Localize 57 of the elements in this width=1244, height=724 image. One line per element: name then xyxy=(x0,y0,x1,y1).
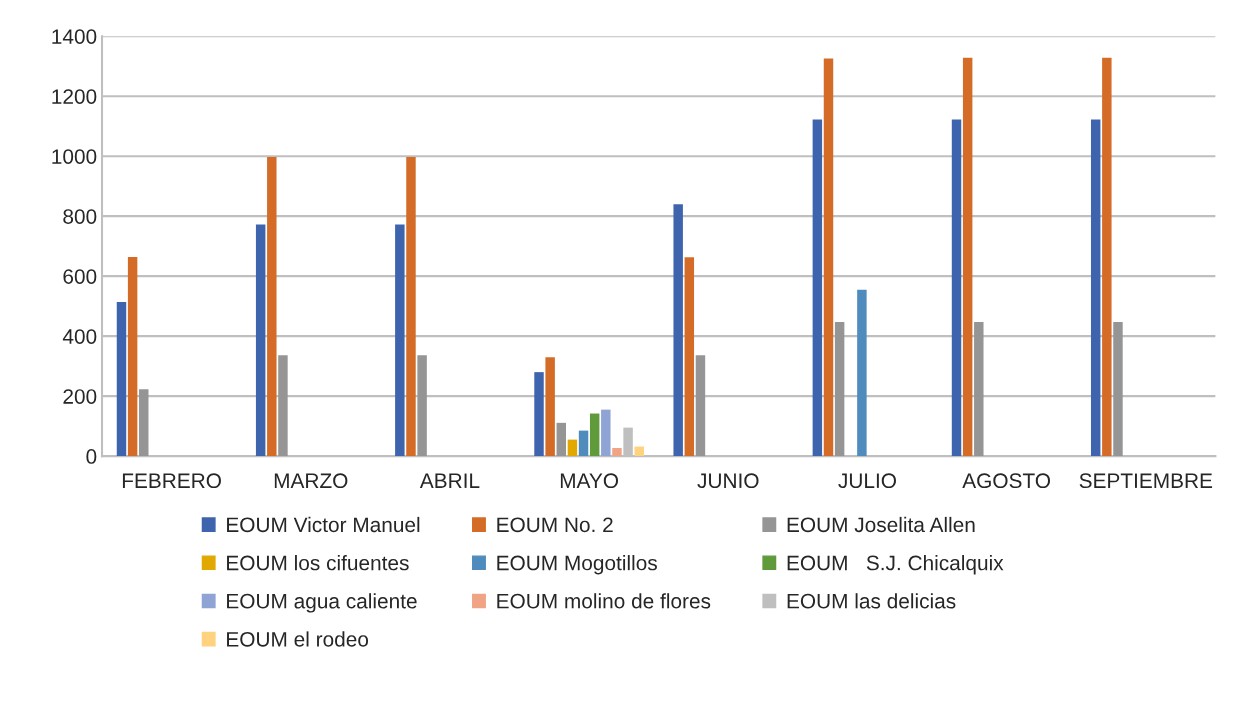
x-tick-label: AGOSTO xyxy=(962,473,1051,489)
bar xyxy=(1113,322,1123,457)
x-tick-label: SEPTIEMBRE xyxy=(1079,473,1213,489)
bar xyxy=(823,58,834,457)
bar xyxy=(1090,119,1101,457)
bar xyxy=(578,430,589,457)
bar xyxy=(116,301,127,457)
bar xyxy=(267,157,277,457)
x-tick-label: MAYO xyxy=(560,473,619,489)
legend-label: EOUM las delicias xyxy=(787,593,956,609)
x-tick-label: JUNIO xyxy=(697,473,759,489)
bar xyxy=(417,355,427,457)
bar xyxy=(673,204,683,457)
y-tick-label: 1400 xyxy=(52,29,97,44)
bar xyxy=(684,257,695,457)
bar xyxy=(395,224,405,457)
x-tick-label: JULIO xyxy=(838,473,896,489)
bar xyxy=(255,224,266,457)
bar xyxy=(634,446,644,457)
bar xyxy=(556,422,567,457)
bar xyxy=(974,322,984,457)
bar xyxy=(139,389,149,457)
bar xyxy=(589,413,600,457)
legend-label: EOUM Mogotillos xyxy=(497,555,657,575)
bar xyxy=(127,256,138,457)
legend-label: EOUM Victor Manuel xyxy=(227,516,420,533)
bar xyxy=(695,355,706,457)
bar xyxy=(834,322,845,457)
bar xyxy=(545,357,555,457)
bar xyxy=(812,119,823,457)
bar xyxy=(534,372,544,457)
y-tick-label: 600 xyxy=(63,269,97,284)
y-tick-label: 800 xyxy=(63,209,97,224)
bar xyxy=(567,439,578,457)
legend-label: EOUM el rodeo xyxy=(227,631,369,647)
x-tick-label: ABRIL xyxy=(419,473,480,488)
x-tick-label: MARZO xyxy=(274,473,348,489)
y-tick-label: 1000 xyxy=(52,149,97,164)
bar xyxy=(1102,57,1112,457)
y-tick-label: 400 xyxy=(62,329,97,344)
bar xyxy=(612,448,622,457)
bar xyxy=(951,119,962,457)
legend-label: EOUM agua caliente xyxy=(227,593,417,613)
legend-label: EOUM molino de flores xyxy=(497,593,711,609)
legend-label: EOUM los cifuentes xyxy=(227,555,409,571)
bar xyxy=(278,355,288,457)
bar xyxy=(406,157,416,457)
bar xyxy=(962,57,973,457)
y-tick-label: 200 xyxy=(63,389,97,404)
legend-label: EOUM Joselita Allen xyxy=(787,516,975,533)
x-tick-label: FEBRERO xyxy=(122,473,221,489)
y-tick-label: 1200 xyxy=(52,89,97,104)
bar xyxy=(857,289,867,457)
y-tick-label: 0 xyxy=(86,449,97,464)
bar xyxy=(601,409,611,457)
legend-label: EOUM No. 2 xyxy=(497,517,613,533)
legend-label: EOUM S.J. Chicalquix xyxy=(787,555,1004,575)
